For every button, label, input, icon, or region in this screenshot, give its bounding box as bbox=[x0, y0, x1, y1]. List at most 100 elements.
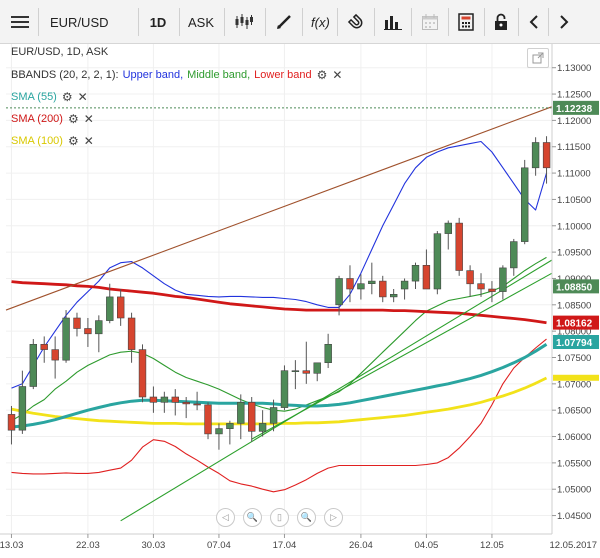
time-tick-label: 04.05 bbox=[415, 540, 439, 551]
nav-prev-button[interactable]: ◁ bbox=[216, 508, 235, 527]
time-tick-label: 17.04 bbox=[273, 540, 297, 551]
toolbar-divider bbox=[337, 8, 338, 36]
chart-title-row: EUR/USD, 1D, ASK bbox=[11, 46, 108, 58]
toolbar-divider bbox=[179, 8, 180, 36]
draw-line-icon bbox=[277, 15, 291, 29]
gear-icon[interactable]: ⚙ bbox=[67, 134, 79, 148]
reset-view-button[interactable]: ▯ bbox=[270, 508, 289, 527]
toolbar-divider bbox=[38, 8, 39, 36]
scroll-right-button[interactable] bbox=[552, 6, 576, 38]
nav-next-button[interactable]: ▷ bbox=[324, 508, 343, 527]
time-tick-label: 07.04 bbox=[207, 540, 231, 551]
candle-body bbox=[95, 320, 103, 335]
toolbar-divider bbox=[411, 8, 412, 36]
close-icon[interactable]: ✕ bbox=[77, 90, 88, 104]
candle-body bbox=[171, 396, 179, 403]
candle-body bbox=[389, 294, 398, 298]
price-tick-label: 1.04500 bbox=[557, 511, 591, 522]
toolbar-divider bbox=[518, 8, 519, 36]
price-tick-label: 1.08000 bbox=[557, 327, 591, 338]
zoom-in-button[interactable]: 🔍 bbox=[297, 508, 316, 527]
price-tick-label: 1.11500 bbox=[557, 142, 591, 153]
price-tag-marker bbox=[553, 374, 599, 381]
candle-body bbox=[411, 265, 420, 282]
lock-button[interactable] bbox=[488, 6, 514, 38]
brown-trendline[interactable] bbox=[5, 106, 553, 311]
candle-body bbox=[280, 370, 289, 408]
toolbar-divider bbox=[138, 8, 139, 36]
close-icon[interactable]: ✕ bbox=[83, 112, 94, 126]
price-tick-label: 1.07000 bbox=[557, 379, 591, 390]
menu-button[interactable] bbox=[6, 6, 34, 38]
menu-icon bbox=[11, 16, 29, 28]
green-trendline-2[interactable] bbox=[251, 272, 553, 440]
price-tag-box bbox=[553, 315, 599, 330]
candle-body bbox=[237, 401, 245, 424]
bbands-legend[interactable]: BBANDS (20, 2, 2, 1): Upper band, Middle… bbox=[11, 68, 342, 82]
calculator-button[interactable] bbox=[452, 6, 480, 38]
candle-body bbox=[542, 142, 551, 169]
candle-body bbox=[302, 370, 310, 374]
symbol-selector[interactable]: EUR/USD bbox=[50, 14, 109, 30]
time-tick-label: 13.03 bbox=[0, 540, 23, 551]
sma55-label: SMA (55) bbox=[11, 91, 57, 103]
magnet-button[interactable] bbox=[342, 6, 370, 38]
candle-body bbox=[400, 280, 409, 290]
price-chart[interactable]: 1.04500 1.05000 1.05500 1.06000 1.06500 1.070… bbox=[0, 44, 600, 555]
candle-body bbox=[226, 423, 234, 429]
candle-body bbox=[29, 343, 37, 387]
zoom-out-button[interactable]: 🔍 bbox=[243, 508, 262, 527]
sma100-label: SMA (100) bbox=[11, 135, 63, 147]
indicators-button[interactable]: f(x) bbox=[306, 6, 334, 38]
candle-body bbox=[433, 233, 442, 290]
candle-body bbox=[127, 317, 136, 350]
price-tick-label: 1.07500 bbox=[557, 353, 591, 364]
gear-icon[interactable]: ⚙ bbox=[67, 112, 79, 126]
time-tick-label: 30.03 bbox=[142, 540, 166, 551]
close-icon[interactable]: ✕ bbox=[332, 68, 343, 82]
chart-type-button[interactable] bbox=[228, 6, 260, 38]
expand-icon bbox=[532, 52, 544, 64]
lock-icon bbox=[495, 13, 507, 30]
gear-icon[interactable]: ⚙ bbox=[61, 90, 73, 104]
sma200-line bbox=[11, 280, 547, 325]
sma100-legend[interactable]: SMA (100) ⚙ ✕ bbox=[11, 134, 94, 148]
chevron-right-icon bbox=[560, 15, 569, 29]
triangle-right-icon: ▷ bbox=[330, 512, 337, 522]
price-axis: 1.04500 1.05000 1.05500 1.06000 1.06500 1.070… bbox=[551, 44, 600, 555]
bb-upper-line bbox=[11, 140, 548, 389]
trend-lines[interactable] bbox=[5, 106, 553, 522]
calendar-icon bbox=[422, 14, 438, 30]
calendar-button[interactable] bbox=[415, 6, 445, 38]
candle-body bbox=[18, 386, 27, 431]
candle-body bbox=[324, 343, 332, 363]
date-end-label: 12.05.2017 bbox=[549, 540, 597, 551]
price-tags: 1.12238 1.08850 1.08162 1.07794 bbox=[553, 100, 599, 381]
expand-button[interactable] bbox=[527, 48, 549, 68]
candle-body bbox=[531, 142, 540, 169]
candle-body bbox=[488, 288, 496, 292]
timeframe-selector[interactable]: 1D bbox=[149, 14, 167, 30]
price-tick-label: 1.10500 bbox=[557, 195, 591, 206]
price-tick-label: 1.10000 bbox=[557, 221, 591, 232]
candle-body bbox=[193, 403, 201, 406]
volume-button[interactable] bbox=[378, 6, 408, 38]
chart-title: EUR/USD, 1D, ASK bbox=[11, 46, 109, 58]
bbands-label: BBANDS (20, 2, 2, 1): bbox=[11, 69, 119, 81]
price-type-selector[interactable]: ASK bbox=[187, 14, 214, 30]
sma200-legend[interactable]: SMA (200) ⚙ ✕ bbox=[11, 112, 94, 126]
bb-middle-line bbox=[11, 256, 547, 422]
candle-body bbox=[422, 265, 431, 290]
candle-body bbox=[7, 414, 16, 431]
chart-area[interactable]: 1.04500 1.05000 1.05500 1.06000 1.06500 1.070… bbox=[0, 44, 600, 555]
gear-icon[interactable]: ⚙ bbox=[316, 68, 328, 82]
drawing-tool-button[interactable] bbox=[270, 6, 298, 38]
scroll-left-button[interactable] bbox=[522, 6, 546, 38]
green-trendline-1[interactable] bbox=[120, 259, 553, 522]
sma200-label: SMA (200) bbox=[11, 113, 63, 125]
bbands-middle-label: Middle band, bbox=[187, 69, 251, 81]
close-icon[interactable]: ✕ bbox=[83, 134, 94, 148]
sma55-legend[interactable]: SMA (55) ⚙ ✕ bbox=[11, 90, 88, 104]
toolbar-divider bbox=[448, 8, 449, 36]
chevron-left-icon bbox=[529, 15, 538, 29]
